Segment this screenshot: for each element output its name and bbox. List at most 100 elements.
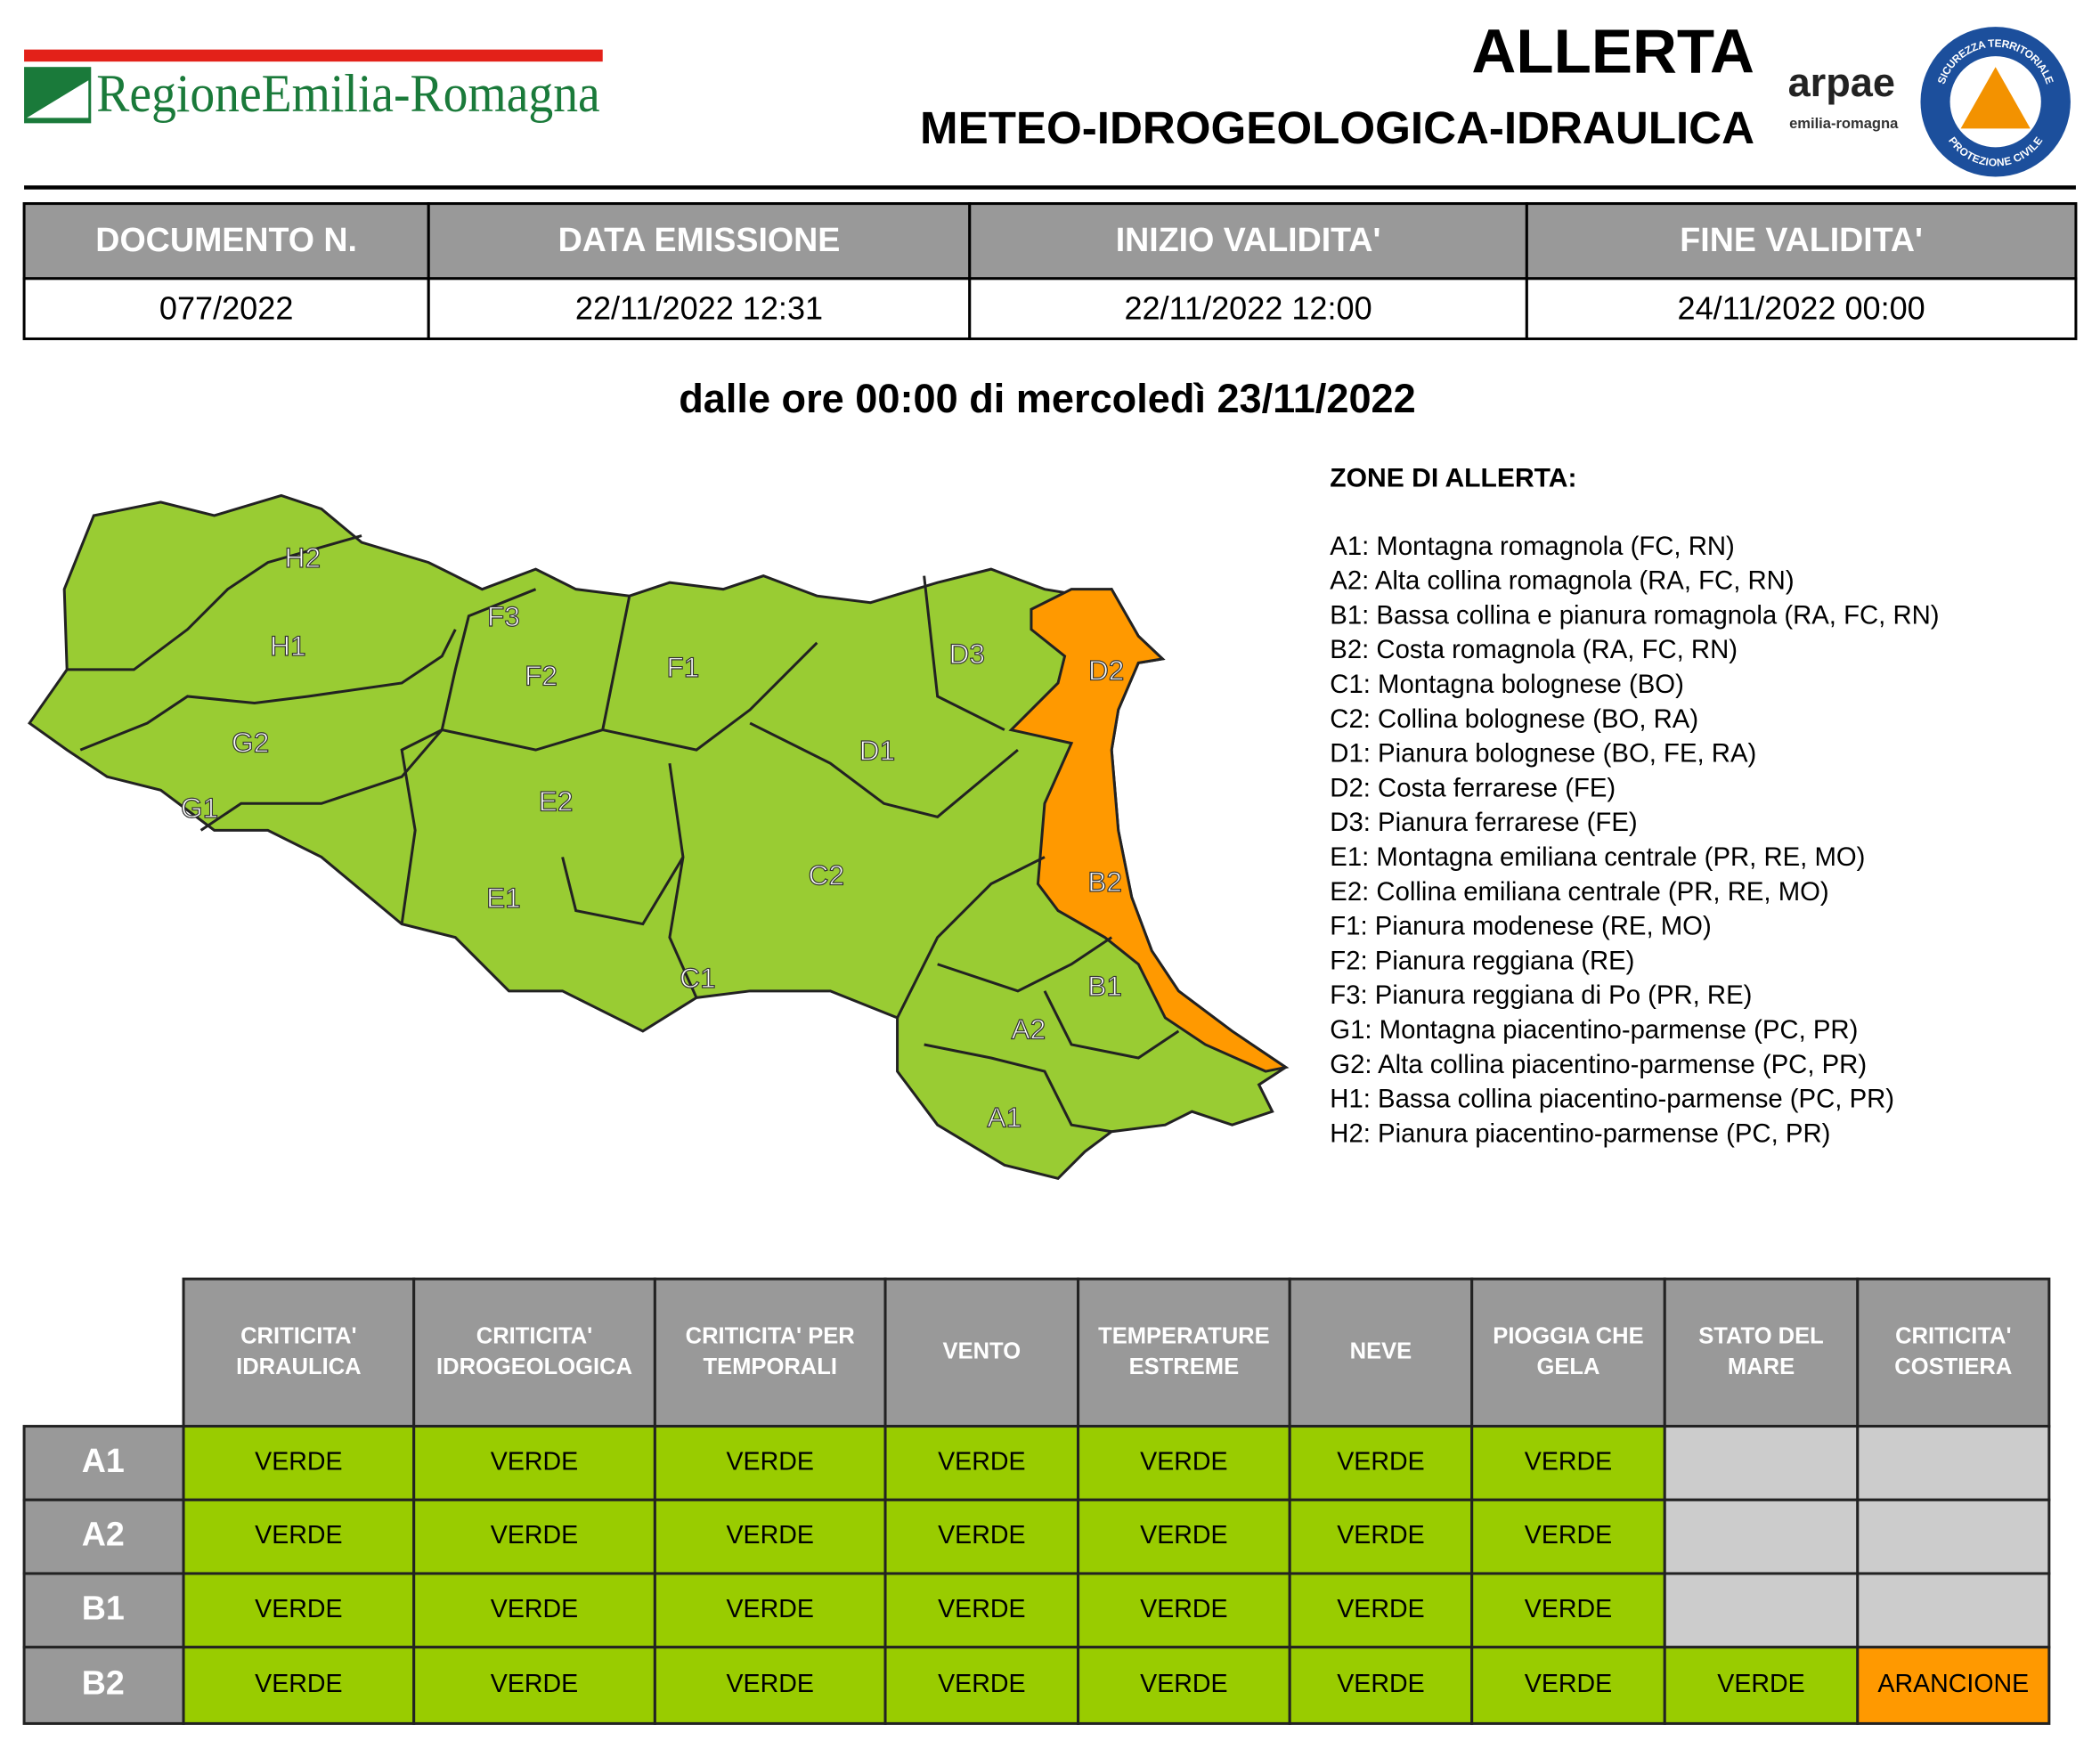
alert-header: ESTREME [1129, 1354, 1240, 1379]
logo-bar [24, 49, 603, 62]
zone-cell [22, 1425, 185, 1501]
alert-header-cell [412, 1277, 656, 1428]
alert-header: CRITICITA' PER [686, 1323, 855, 1348]
zone-item: A1: Montagna romagnola (FC, RN) [1330, 532, 1735, 561]
map-label: F2 [525, 659, 558, 691]
alert-level: VERDE [1337, 1447, 1424, 1476]
alert-cell [1663, 1572, 1860, 1649]
zone-border [79, 629, 457, 752]
map-label: B2 [1087, 866, 1122, 898]
map-label: F3 [487, 600, 520, 632]
zone-item: A2: Alta collina romagnola (RA, FC, RN) [1330, 566, 1794, 596]
doc-value: 22/11/2022 12:00 [1124, 289, 1372, 326]
alert-level: VERDE [938, 1521, 1025, 1550]
doc-header-cell [968, 202, 1528, 281]
doc-header: FINE VALIDITA' [1680, 221, 1923, 258]
arpae-sub: emilia-romagna [1789, 115, 1899, 132]
zone-code: A2 [82, 1516, 125, 1553]
alert-cell [412, 1646, 656, 1725]
alert-level: VERDE [1525, 1595, 1612, 1623]
zone-code: B2 [82, 1663, 125, 1701]
zone-item: C2: Collina bolognese (BO, RA) [1330, 704, 1698, 734]
alert-cell [1856, 1572, 2051, 1649]
alert-level: VERDE [1337, 1595, 1424, 1623]
alert-header: COSTIERA [1894, 1354, 2012, 1379]
alert-cell [1856, 1646, 2051, 1725]
zone-item: B1: Bassa collina e pianura romagnola (R… [1330, 600, 1939, 630]
map-label: A2 [1012, 1013, 1046, 1045]
alert-header-cell [653, 1277, 887, 1428]
zone-item: E1: Montagna emiliana centrale (PR, RE, … [1330, 842, 1865, 872]
alert-cell [1077, 1572, 1291, 1649]
zone-item: F1: Pianura modenese (RE, MO) [1330, 912, 1711, 941]
zone-item: G1: Montagna piacentino-parmense (PC, PR… [1330, 1015, 1858, 1045]
alert-level: VERDE [491, 1595, 578, 1623]
subtitle: METEO-IDROGEOLOGICA-IDRAULICA [920, 102, 1754, 153]
alert-header: CRITICITA' [240, 1323, 356, 1348]
zone-border [749, 721, 1019, 818]
doc-header-cell [1525, 202, 2078, 281]
alert-level: VERDE [938, 1670, 1025, 1698]
zone-item: B2: Costa romagnola (RA, FC, RN) [1330, 635, 1738, 664]
map-label: C2 [809, 858, 844, 891]
alert-level: VERDE [491, 1521, 578, 1550]
alert-cell [1856, 1498, 2051, 1575]
alert-cell [182, 1425, 416, 1501]
zone-border [561, 856, 685, 926]
zone-cell [22, 1498, 185, 1575]
period: dalle ore 00:00 di mercoledì 23/11/2022 [679, 376, 1415, 421]
zone-item: H1: Bassa collina piacentino-parmense (P… [1330, 1085, 1894, 1114]
alert-header: CRITICITA' [476, 1323, 592, 1348]
alert-level: VERDE [726, 1447, 813, 1476]
alert-level: VERDE [726, 1670, 813, 1698]
doc-value: 22/11/2022 12:31 [575, 289, 823, 326]
alert-header-cell [1288, 1277, 1474, 1428]
logo-text: RegioneEmilia-Romagna [96, 64, 599, 124]
alert-header-cell [1077, 1277, 1291, 1428]
doc-value-cell [22, 277, 430, 340]
zones-title: ZONE DI ALLERTA: [1330, 463, 1576, 492]
alert-header: NEVE [1350, 1339, 1412, 1364]
map-label: F1 [667, 651, 700, 683]
map-label: B1 [1087, 970, 1122, 1002]
alert-level: VERDE [726, 1595, 813, 1623]
zone-border [923, 575, 1005, 731]
zone-border [1043, 990, 1180, 1060]
alert-level: VERDE [1525, 1447, 1612, 1476]
alert-level: VERDE [1140, 1670, 1227, 1698]
alert-cell [883, 1572, 1080, 1649]
zone-border [199, 728, 444, 832]
doc-value-cell [427, 277, 972, 340]
alert-cell [883, 1646, 1080, 1725]
alert-cell [1077, 1425, 1291, 1501]
alert-level: VERDE [1140, 1447, 1227, 1476]
zone-item: F2: Pianura reggiana (RE) [1330, 946, 1634, 975]
zone-border [668, 762, 698, 998]
alert-header: IDROGEOLOGICA [436, 1354, 632, 1379]
alert-level: VERDE [1140, 1521, 1227, 1550]
doc-header: DOCUMENTO N. [95, 221, 357, 258]
alert-level: VERDE [726, 1521, 813, 1550]
zone-item: D3: Pianura ferrarese (FE) [1330, 808, 1637, 837]
alert-cell [1663, 1498, 1860, 1575]
alert-header: GELA [1536, 1354, 1599, 1379]
map-label: G1 [181, 792, 218, 824]
alert-header: MARE [1728, 1354, 1795, 1379]
alert-cell [1470, 1572, 1666, 1649]
alert-level: VERDE [491, 1447, 578, 1476]
alert-level: ARANCIONE [1877, 1670, 2029, 1698]
alert-level: VERDE [255, 1670, 342, 1698]
map-label: E2 [539, 785, 574, 817]
map-label: D2 [1088, 654, 1124, 686]
map-label: E1 [486, 882, 521, 914]
doc-header: DATA EMISSIONE [558, 221, 841, 258]
zone-code: A1 [82, 1442, 125, 1479]
title: ALLERTA [1471, 16, 1754, 85]
map-label: H2 [285, 541, 321, 573]
alert-cell [1077, 1498, 1291, 1575]
zone-border [602, 641, 818, 752]
alert-level: VERDE [491, 1670, 578, 1698]
alert-header: TEMPERATURE [1098, 1323, 1270, 1348]
